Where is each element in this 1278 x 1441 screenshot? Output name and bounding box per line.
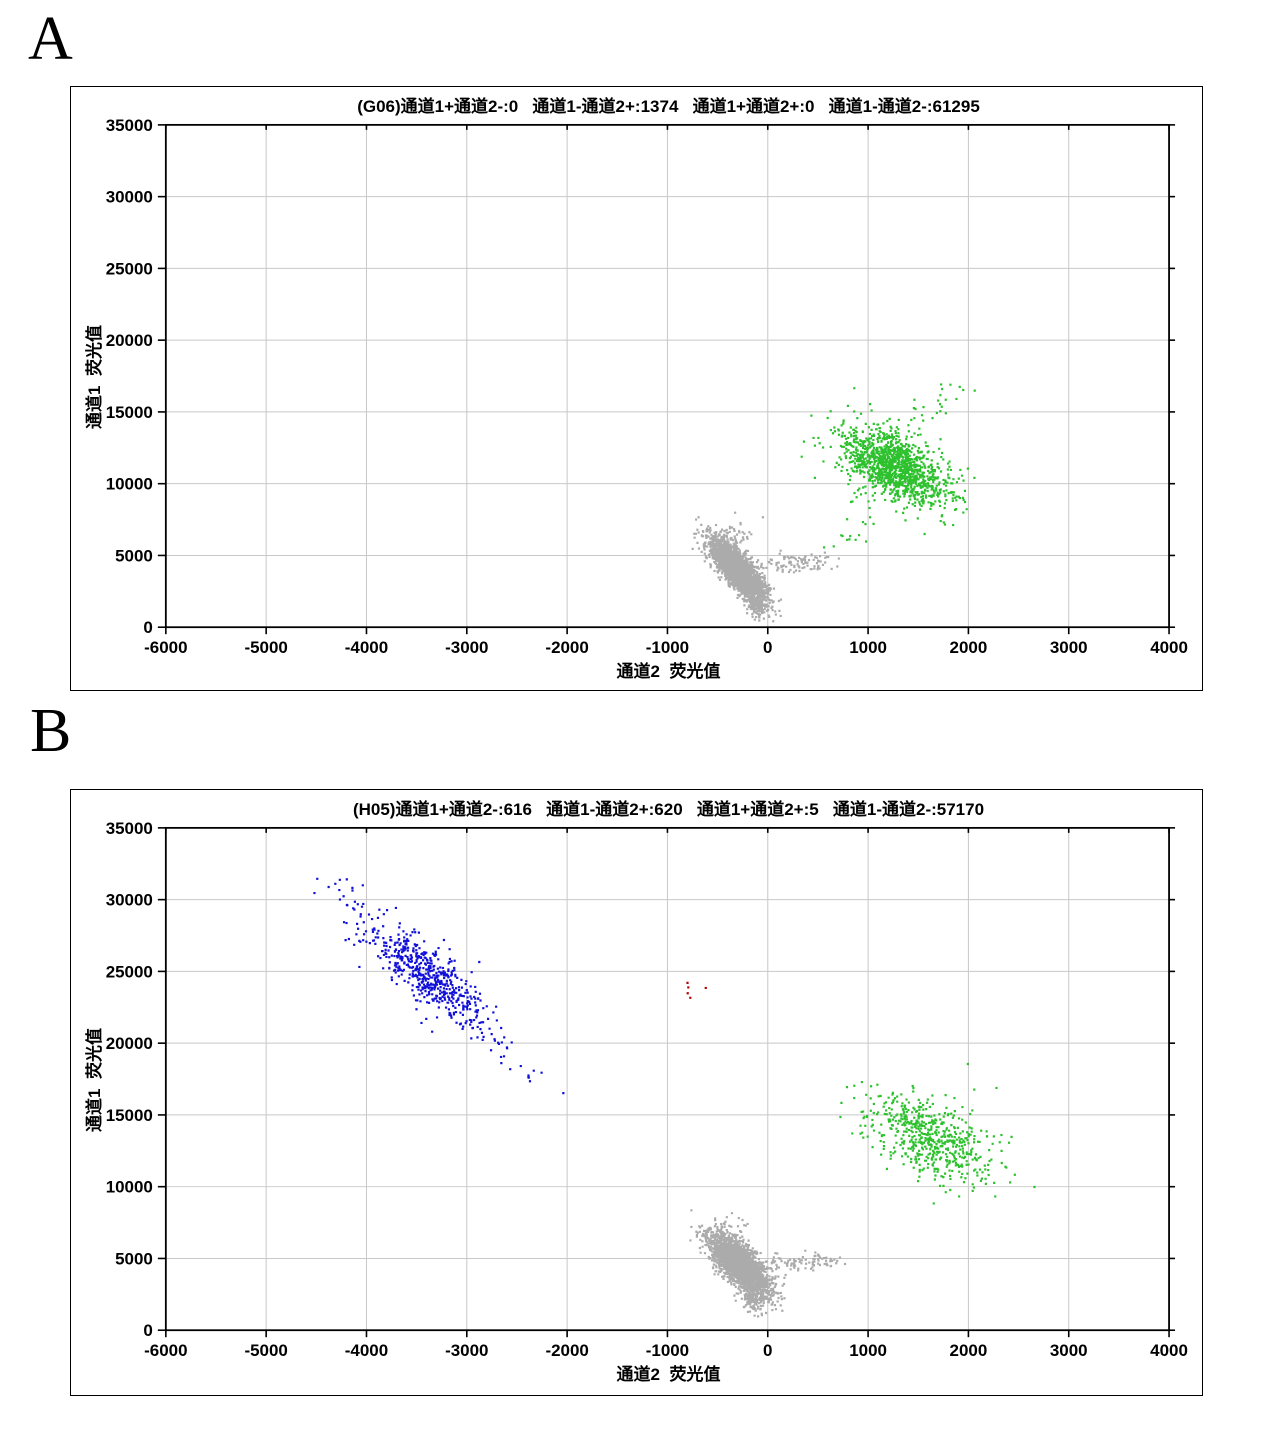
axis-ticks — [157, 124, 1176, 635]
scatter-plot-A: -6000 -5000 -4000 -3000 -2000 -1000 0 1000 2000 3… — [106, 116, 1188, 657]
x-tick-label: -3000 — [445, 1341, 488, 1360]
panel-letter-B: B — [30, 697, 72, 765]
cluster-double-positive-red — [686, 981, 707, 999]
x-axis-title-A: 通道2 荧光值 — [616, 662, 721, 681]
cluster-ch1-positive-blue — [313, 877, 565, 1095]
x-tick-label: -3000 — [445, 638, 488, 657]
y-tick-label: 10000 — [106, 475, 153, 494]
x-tick-label: 3000 — [1050, 1341, 1088, 1360]
chart-title-B: (H05)通道1+通道2-:616 通道1-通道2+:620 通道1+通道2+:… — [352, 800, 985, 819]
y-tick-label: 5000 — [115, 546, 153, 565]
x-tick-label: 2000 — [950, 638, 988, 657]
x-tick-label: -5000 — [244, 638, 287, 657]
y-tick-label: 30000 — [106, 891, 153, 910]
grid-lines — [165, 124, 1170, 628]
x-tick-labels: -6000 -5000 -4000 -3000 -2000 -1000 0 1000 2000 3… — [144, 1341, 1188, 1360]
grid-lines — [165, 827, 1170, 1331]
y-tick-label: 25000 — [106, 259, 153, 278]
y-tick-label: 30000 — [106, 188, 153, 207]
x-tick-label: 4000 — [1150, 638, 1188, 657]
x-tick-label: -4000 — [345, 1341, 388, 1360]
y-tick-label: 15000 — [106, 1106, 153, 1125]
y-tick-label: 35000 — [106, 116, 153, 135]
axis-ticks — [157, 827, 1176, 1338]
y-tick-label: 15000 — [106, 403, 153, 422]
x-tick-label: 3000 — [1050, 638, 1088, 657]
x-tick-label: -1000 — [646, 1341, 689, 1360]
y-tick-labels: 0 5000 10000 15000 20000 25000 30000 35000 — [106, 819, 153, 1340]
cluster-double-negative-gray — [689, 1209, 847, 1318]
x-tick-label: 1000 — [849, 1341, 887, 1360]
y-tick-label: 10000 — [106, 1178, 153, 1197]
y-tick-label: 0 — [143, 1321, 152, 1340]
y-tick-labels: 0 5000 10000 15000 20000 25000 30000 35000 — [106, 116, 153, 637]
y-tick-label: 35000 — [106, 819, 153, 838]
panel-letter-A: A — [28, 5, 73, 73]
x-tick-label: 2000 — [950, 1341, 988, 1360]
cluster-double-negative-gray — [691, 511, 840, 623]
plot-frame — [164, 826, 1170, 1332]
scatter-plot-B: -6000 -5000 -4000 -3000 -2000 -1000 0 1000 2000 3… — [106, 819, 1188, 1360]
x-tick-label: -1000 — [646, 638, 689, 657]
x-tick-labels: -6000 -5000 -4000 -3000 -2000 -1000 0 1000 2000 3… — [144, 638, 1188, 657]
x-tick-label: 0 — [763, 638, 772, 657]
y-tick-label: 20000 — [106, 1034, 153, 1053]
chart-panel-B: (H05)通道1+通道2-:616 通道1-通道2+:620 通道1+通道2+:… — [70, 789, 1203, 1396]
chart-panel-A: (G06)通道1+通道2-:0 通道1-通道2+:1374 通道1+通道2+:0… — [70, 86, 1203, 691]
x-tick-label: -2000 — [545, 638, 588, 657]
x-tick-label: 4000 — [1150, 1341, 1188, 1360]
x-axis-title-B: 通道2 荧光值 — [616, 1365, 721, 1384]
x-tick-label: 1000 — [849, 638, 887, 657]
x-tick-label: -2000 — [545, 1341, 588, 1360]
chart-title-A: (G06)通道1+通道2-:0 通道1-通道2+:1374 通道1+通道2+:0… — [357, 97, 980, 116]
x-tick-label: -4000 — [345, 638, 388, 657]
y-tick-label: 25000 — [106, 962, 153, 981]
y-tick-label: 20000 — [106, 331, 153, 350]
x-tick-label: -5000 — [244, 1341, 287, 1360]
cluster-ch2-positive-green — [800, 383, 976, 549]
y-tick-label: 0 — [143, 618, 152, 637]
x-tick-label: 0 — [763, 1341, 772, 1360]
cluster-ch2-positive-green — [839, 1062, 1036, 1205]
y-tick-label: 5000 — [115, 1249, 153, 1268]
x-tick-label: -6000 — [144, 638, 187, 657]
x-tick-label: -6000 — [144, 1341, 187, 1360]
plot-frame — [164, 123, 1170, 629]
